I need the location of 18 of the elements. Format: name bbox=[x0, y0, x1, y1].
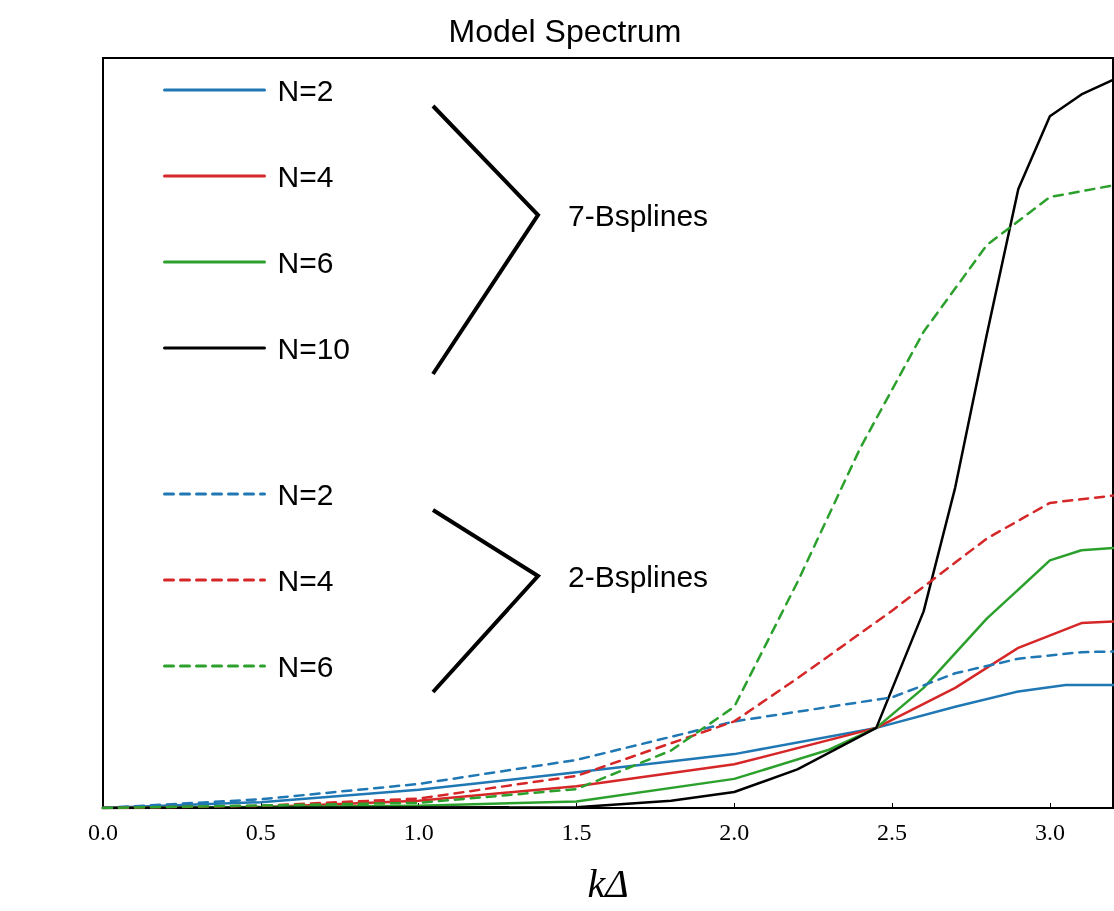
x-tick-label: 3.0 bbox=[1034, 819, 1065, 845]
legend-label: N=6 bbox=[277, 649, 334, 683]
x-tick-label: 0.0 bbox=[88, 819, 118, 845]
x-tick-label: 1.5 bbox=[561, 819, 592, 845]
x-tick-label: 1.0 bbox=[403, 819, 434, 845]
legend-label: N=4 bbox=[277, 159, 334, 193]
x-tick-label: 2.0 bbox=[719, 819, 750, 845]
annotation: 2-Bsplines bbox=[568, 559, 709, 593]
chart-title: Model Spectrum bbox=[448, 13, 682, 49]
legend-label: N=4 bbox=[277, 563, 334, 597]
legend-label: N=6 bbox=[277, 245, 334, 279]
legend-label: N=10 bbox=[277, 331, 351, 365]
legend-label: N=2 bbox=[277, 73, 334, 107]
annotation: 7-Bsplines bbox=[568, 198, 709, 232]
x-axis-title: kΔ bbox=[587, 860, 629, 906]
legend-label: N=2 bbox=[277, 477, 334, 511]
x-tick-label: 2.5 bbox=[877, 819, 908, 845]
x-tick-label: 0.5 bbox=[245, 819, 276, 845]
